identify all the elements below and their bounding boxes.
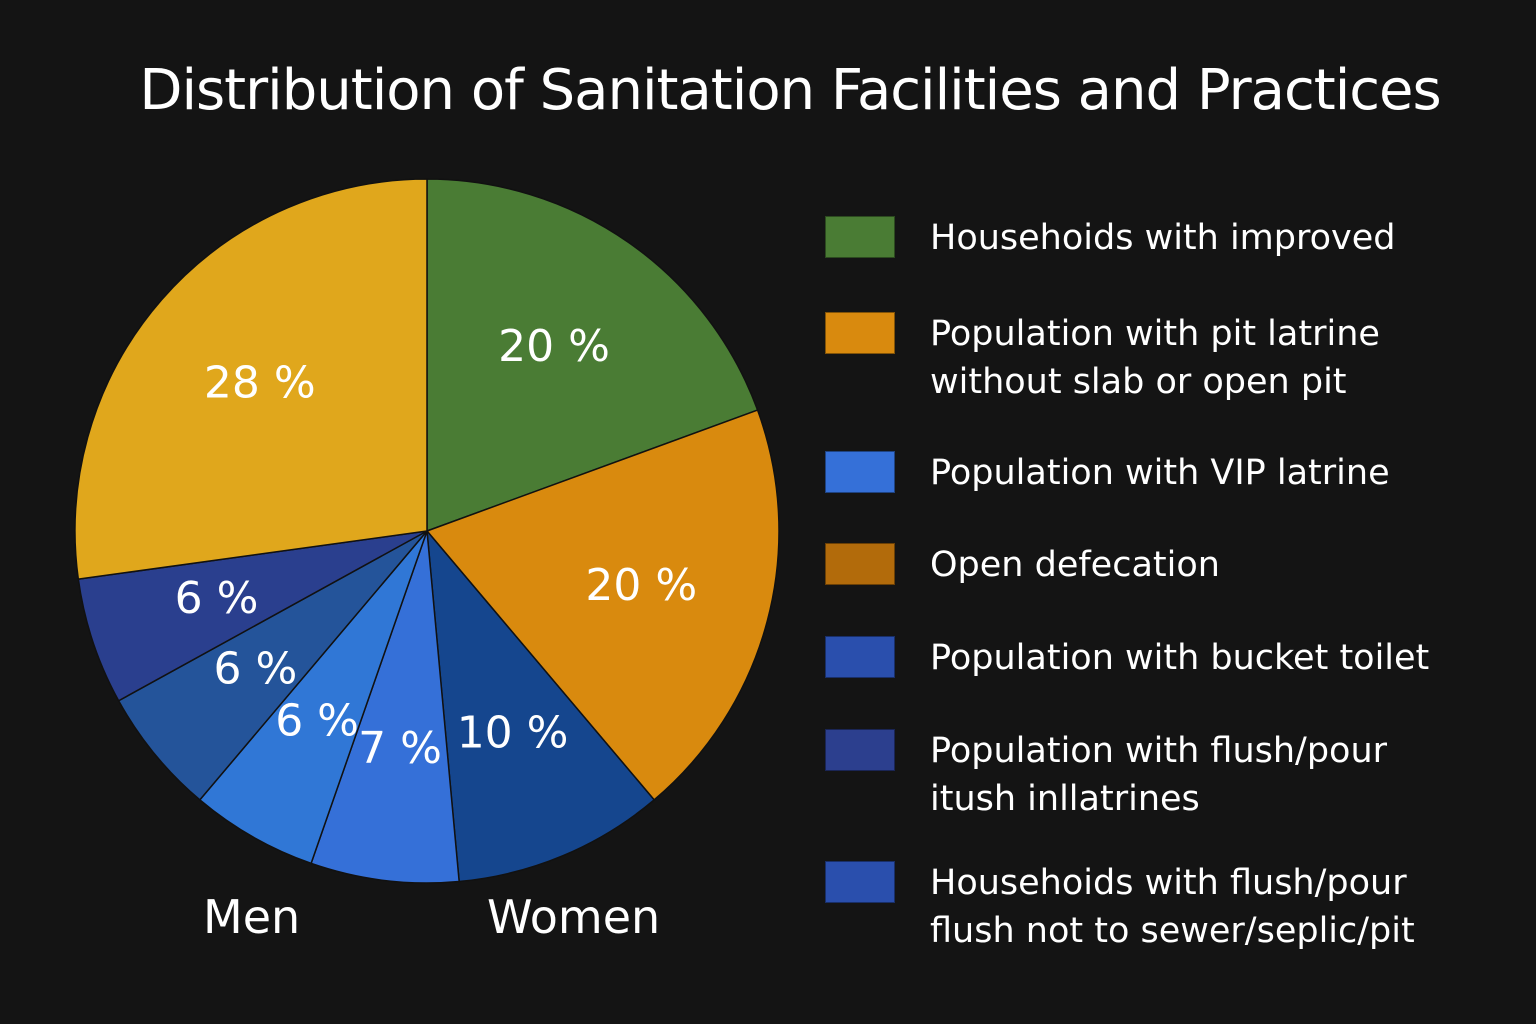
slice-label: 7 % bbox=[358, 723, 442, 774]
legend-item: Population with bucket toilet bbox=[825, 634, 1490, 682]
pie-slice bbox=[198, 530, 428, 865]
legend-label: Population with flush/pour itush inllatr… bbox=[930, 731, 1388, 819]
legend-label: Househoids with improved bbox=[930, 218, 1396, 258]
legend-swatch bbox=[825, 451, 895, 493]
legend-item: Househoids with improved bbox=[825, 214, 1490, 262]
legend-swatch bbox=[825, 861, 895, 903]
pie-slice bbox=[310, 530, 460, 884]
pie-slice bbox=[426, 528, 656, 883]
legend-swatch bbox=[825, 543, 895, 585]
legend-item: Househoids with flush/pour flush not to … bbox=[825, 859, 1490, 955]
pie-slice bbox=[426, 178, 759, 533]
slice-label: 20 % bbox=[585, 560, 697, 611]
legend-item: Population with flush/pour itush inllatr… bbox=[825, 727, 1490, 823]
pie-slice bbox=[425, 409, 780, 801]
slice-label: 6 % bbox=[275, 696, 359, 747]
legend-label: Population with VIP latrine bbox=[930, 453, 1390, 493]
pie-slice bbox=[117, 530, 428, 801]
men-label: Men bbox=[203, 890, 301, 944]
legend-label: Population with bucket toilet bbox=[930, 638, 1430, 678]
legend-label: Househoids with flush/pour flush not to … bbox=[930, 863, 1415, 951]
legend-item: Open defecation bbox=[825, 541, 1490, 589]
slice-label: 6 % bbox=[214, 644, 298, 695]
legend-item: Population with VIP latrine bbox=[825, 449, 1490, 497]
women-label: Women bbox=[487, 890, 661, 944]
legend-item: Population with pit latrine without slab… bbox=[825, 310, 1490, 406]
legend-swatch bbox=[825, 729, 895, 771]
legend-swatch bbox=[825, 216, 895, 258]
legend-label: Open defecation bbox=[930, 545, 1220, 585]
pie-slice bbox=[77, 530, 428, 702]
pie-slice bbox=[74, 178, 428, 581]
legend-swatch bbox=[825, 636, 895, 678]
slice-label: 28 % bbox=[204, 357, 316, 408]
slice-label: 6 % bbox=[175, 573, 259, 624]
slice-label: 10 % bbox=[457, 708, 569, 759]
chart-title: Distribution of Sanitation Facilities an… bbox=[139, 58, 1441, 123]
slice-label: 20 % bbox=[498, 321, 610, 372]
legend-label: Population with pit latrine without slab… bbox=[930, 314, 1380, 402]
legend-swatch bbox=[825, 312, 895, 354]
